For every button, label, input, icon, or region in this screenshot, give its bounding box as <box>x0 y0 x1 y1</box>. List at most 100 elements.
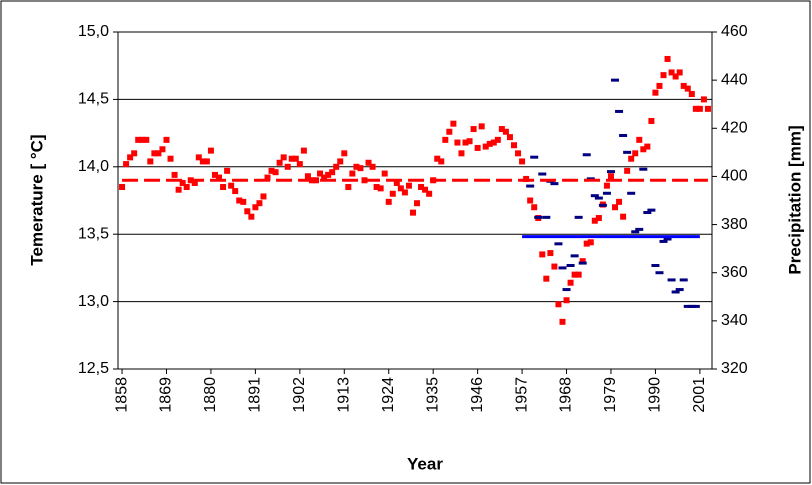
y-tick-label: 14,0 <box>78 158 109 175</box>
temperature-point <box>377 185 384 192</box>
temperature-point <box>272 169 279 176</box>
precipitation-point <box>550 182 559 186</box>
temperature-point <box>268 167 275 174</box>
y2-tick-label: 360 <box>721 264 748 281</box>
y-tick-label: 13,5 <box>78 225 109 242</box>
precipitation-point <box>538 172 547 176</box>
x-axis-title: Year <box>407 454 443 473</box>
temperature-point <box>127 154 134 161</box>
temperature-point <box>502 128 509 135</box>
temperature-point <box>349 170 356 177</box>
x-tick-label: 2001 <box>691 377 708 413</box>
temperature-point <box>163 136 170 143</box>
temperature-point <box>466 138 473 145</box>
temperature-point <box>442 136 449 143</box>
precipitation-point <box>683 304 692 308</box>
y-axis-title: Temerature [ °C] <box>27 134 46 265</box>
temperature-point <box>628 155 635 162</box>
x-tick-label: 1968 <box>558 377 575 413</box>
precipitation-point <box>534 215 543 219</box>
temperature-point <box>418 184 425 191</box>
temperature-point <box>583 240 590 247</box>
temperature-point <box>365 159 372 166</box>
temperature-point <box>341 150 348 157</box>
precipitation-point <box>619 134 628 138</box>
temperature-point <box>704 105 711 112</box>
temperature-point <box>426 190 433 197</box>
precipitation-point <box>594 196 603 200</box>
temperature-point <box>135 136 142 143</box>
precipitation-point <box>671 290 680 294</box>
precipitation-point <box>602 191 611 195</box>
temperature-point <box>478 123 485 130</box>
temperature-point <box>203 158 210 165</box>
temperature-point <box>482 143 489 150</box>
x-tick-label: 1869 <box>158 377 175 413</box>
x-tick-label: 1946 <box>469 377 486 413</box>
temperature-point <box>652 89 659 96</box>
temperature-point <box>175 186 182 193</box>
temperature-point <box>636 136 643 143</box>
temperature-point <box>438 158 445 165</box>
temperature-point <box>527 197 534 204</box>
precipitation-point <box>570 254 579 258</box>
precipitation-point <box>623 150 632 154</box>
temperature-point <box>369 163 376 170</box>
temperature-point <box>563 297 570 304</box>
temperature-point <box>264 174 271 181</box>
temperature-point <box>644 143 651 150</box>
temperature-point <box>333 163 340 170</box>
temperature-point <box>397 185 404 192</box>
precipitation-point <box>606 170 615 174</box>
temperature-point <box>648 117 655 124</box>
x-tick-label: 1891 <box>247 377 264 413</box>
y-tick-label: 12,5 <box>78 360 109 377</box>
precipitation-point <box>667 278 676 282</box>
temperature-point <box>579 258 586 265</box>
temperature-point <box>389 190 396 197</box>
temperature-point <box>300 147 307 154</box>
temperature-point <box>414 200 421 207</box>
y2-tick-label: 400 <box>721 168 748 185</box>
temperature-point <box>216 174 223 181</box>
temperature-point <box>547 250 554 257</box>
temperature-point <box>224 167 231 174</box>
temperature-point <box>498 126 505 133</box>
temperature-point <box>668 69 675 76</box>
precipitation-point <box>615 109 624 113</box>
y2-tick-label: 440 <box>721 71 748 88</box>
temperature-point <box>515 150 522 157</box>
x-tick-label: 1924 <box>380 377 397 413</box>
temperature-point <box>304 173 311 180</box>
temperature-point <box>506 134 513 141</box>
temperature-point <box>571 271 578 278</box>
temperature-point <box>664 55 671 62</box>
temperature-point <box>313 177 319 184</box>
temperature-point <box>660 72 667 79</box>
temperature-point <box>551 263 558 270</box>
temperature-point <box>640 146 647 153</box>
temperature-point <box>147 158 154 165</box>
y2-tick-label: 380 <box>721 216 748 233</box>
temperature-point <box>183 184 190 191</box>
temperature-point <box>139 136 146 143</box>
temperature-point <box>151 150 158 157</box>
temperature-point <box>490 139 497 146</box>
temperature-point <box>539 251 546 258</box>
precipitation-point <box>643 211 652 215</box>
temperature-point <box>353 163 360 170</box>
temperature-point <box>559 318 566 325</box>
precipitation-point <box>578 261 587 265</box>
temperature-point <box>256 200 263 207</box>
temperature-point <box>393 179 400 186</box>
precipitation-point <box>659 239 668 243</box>
temperature-point <box>486 140 493 147</box>
x-tick-label: 1935 <box>424 377 441 413</box>
temperature-point <box>692 105 699 112</box>
temperature-point <box>567 279 574 286</box>
temperature-point <box>656 82 663 89</box>
temperature-point <box>385 198 392 205</box>
temperature-point <box>232 188 239 195</box>
